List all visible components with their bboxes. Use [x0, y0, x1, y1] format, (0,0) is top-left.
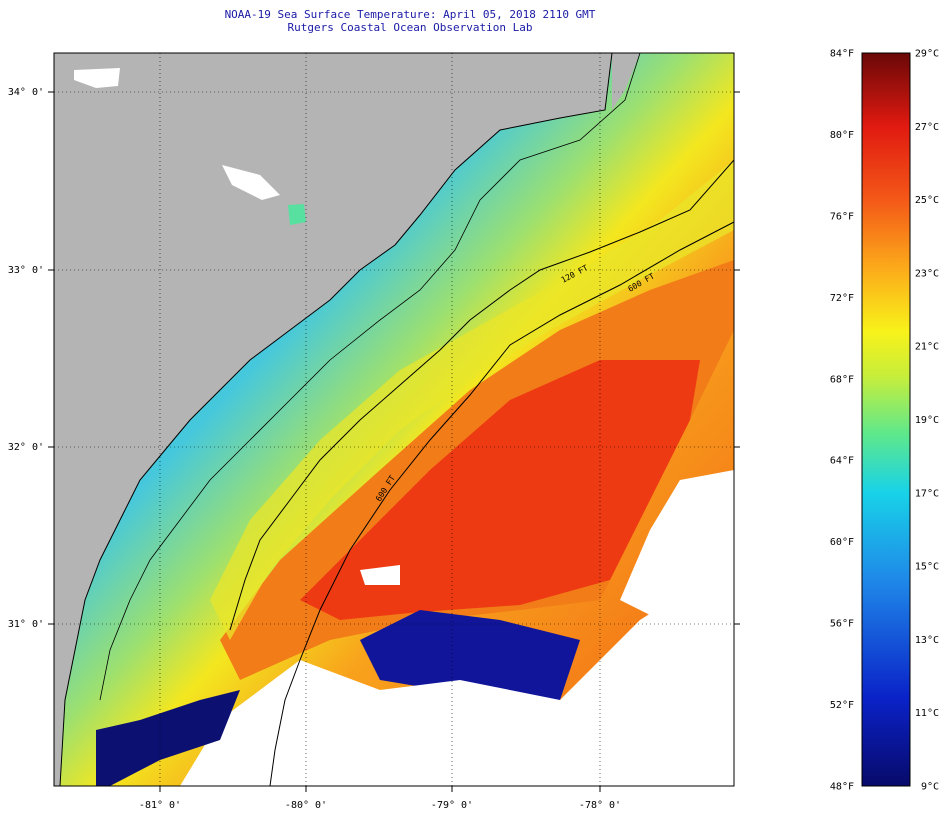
- inland-white-patch: [74, 68, 120, 88]
- map-frame: [53, 52, 735, 787]
- inland-lake-2: [288, 204, 306, 225]
- colorbar-celsius-label: 29°C: [915, 49, 939, 60]
- land-northeast: [612, 53, 640, 110]
- colorbar-fahrenheit-label: 48°F: [830, 782, 854, 793]
- colorbar-celsius-label: 27°C: [915, 122, 939, 133]
- colorbar-celsius-label: 25°C: [915, 195, 939, 206]
- mid-shelf-band: [210, 160, 734, 640]
- map-plot-area: 120 FT 600 FT 600 FT: [54, 53, 734, 786]
- cloud-cover-south: [180, 560, 734, 786]
- colorbar-fahrenheit-label: 84°F: [830, 49, 854, 60]
- lon-tick-label: -80° 0': [285, 800, 327, 811]
- colorbar-celsius-label: 17°C: [915, 488, 939, 499]
- colorbar-fahrenheit-label: 76°F: [830, 211, 854, 222]
- colorbar-celsius-label: 23°C: [915, 268, 939, 279]
- colorbar-celsius-label: 9°C: [921, 782, 939, 793]
- colorbar-gradient: [861, 52, 911, 787]
- colorbar-fahrenheit-label: 64°F: [830, 456, 854, 467]
- cold-water-patch: [360, 610, 580, 700]
- inland-lake-1: [222, 165, 280, 200]
- lon-tick-label: -81° 0': [139, 800, 181, 811]
- lat-tick-label: 32° 0': [8, 442, 44, 453]
- colorbar-fahrenheit-label: 56°F: [830, 619, 854, 630]
- isobath-600ft: [269, 221, 734, 786]
- lat-tick-label: 33° 0': [8, 265, 44, 276]
- coastline: [59, 53, 613, 786]
- map-subtitle: Rutgers Coastal Ocean Observation Lab: [287, 21, 533, 34]
- temperature-colorbar: 84°F 80°F 76°F 72°F 68°F 64°F 60°F 56°F 52°F 48°F…: [830, 49, 939, 793]
- colorbar-celsius-label: 19°C: [915, 415, 939, 426]
- colorbar-fahrenheit-label: 80°F: [830, 130, 854, 141]
- colorbar-fahrenheit-label: 68°F: [830, 374, 854, 385]
- land-mass: [54, 53, 612, 786]
- map-title: NOAA-19 Sea Surface Temperature: April 0…: [224, 8, 596, 21]
- colorbar-fahrenheit-label: 72°F: [830, 293, 854, 304]
- colorbar-celsius-label: 13°C: [915, 635, 939, 646]
- isobath-120ft: [229, 159, 734, 631]
- latitude-axis: 34° 0' 33° 0' 32° 0' 31° 0': [8, 87, 44, 630]
- colorbar-fahrenheit-label: 52°F: [830, 700, 854, 711]
- longitude-axis: -81° 0' -80° 0' -79° 0' -78° 0': [139, 800, 621, 811]
- lon-tick-label: -79° 0': [431, 800, 473, 811]
- cloud-cover-east: [620, 470, 734, 620]
- colorbar-fahrenheit-labels: 84°F 80°F 76°F 72°F 68°F 64°F 60°F 56°F 52°F 48°F: [830, 49, 854, 793]
- lon-tick-label: -78° 0': [579, 800, 621, 811]
- colorbar-celsius-label: 11°C: [915, 708, 939, 719]
- colorbar-celsius-label: 21°C: [915, 342, 939, 353]
- graticule: [54, 53, 734, 786]
- colorbar-celsius-labels: 29°C 27°C 25°C 23°C 21°C 19°C 17°C 15°C 13°C 11°C…: [915, 49, 939, 793]
- lat-tick-label: 31° 0': [8, 619, 44, 630]
- colorbar-celsius-label: 15°C: [915, 562, 939, 573]
- cold-coastal-south: [96, 690, 240, 786]
- isobath-coastal: [99, 53, 641, 701]
- axis-tick-marks: [48, 91, 740, 792]
- colorbar-fahrenheit-label: 60°F: [830, 537, 854, 548]
- cloud-patch-offshore: [360, 565, 400, 585]
- lat-tick-label: 34° 0': [8, 87, 44, 98]
